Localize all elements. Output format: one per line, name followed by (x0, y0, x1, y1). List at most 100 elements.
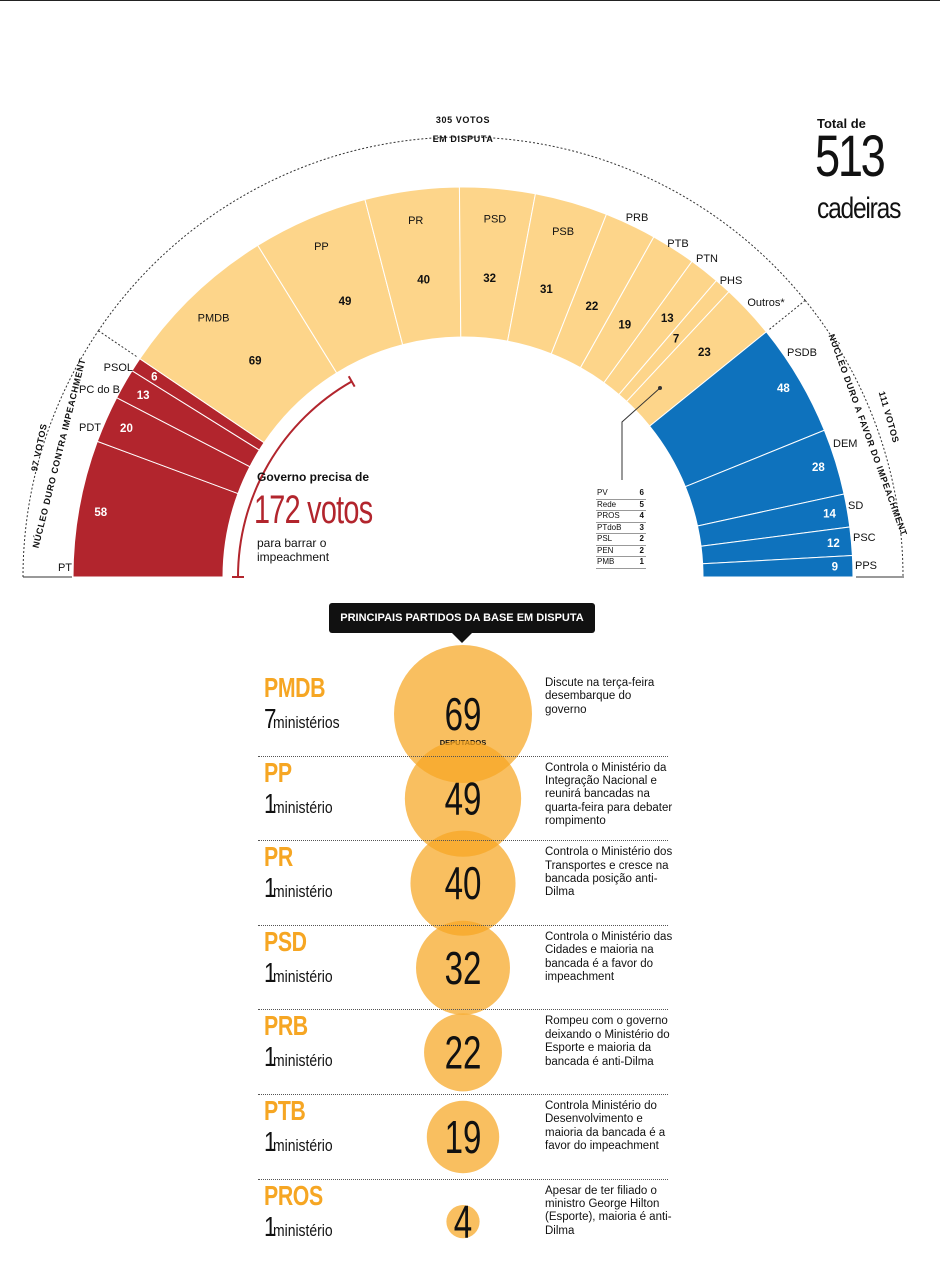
value-pp: 49 (339, 296, 352, 308)
top-rule (0, 0, 940, 1)
bubble-pros (446, 1204, 480, 1239)
ministries-count: 1 (264, 787, 276, 819)
government-label: Governo precisa de (257, 470, 370, 484)
party-description: Controla o Ministério dos Transportes e … (545, 846, 673, 899)
party-name: PROS (264, 1179, 323, 1211)
value-dem: 28 (812, 462, 825, 474)
bubble-pp (404, 740, 522, 857)
ministries-count: 1 (264, 872, 276, 904)
others-table: PV 6 Rede 5 PROS 4 PTdoB 3 PSL 2 PEN 2 PMB 1 (596, 488, 646, 569)
value-pc-do-b: 13 (137, 390, 150, 402)
party-description: Controla Ministério do Desenvolvimento e… (545, 1100, 666, 1153)
others-leader-dot (658, 386, 662, 390)
ministries: 1ministério (264, 1210, 345, 1242)
others-row: PV 6 (596, 488, 646, 500)
party-name: PRB (264, 1010, 308, 1042)
name-pmdb: PMDB (198, 312, 230, 324)
others-value: 2 (634, 533, 646, 546)
party-name: PMDB (264, 672, 326, 703)
threshold-cap-end (347, 375, 356, 388)
ministries: 1ministério (264, 956, 345, 988)
others-party: PSL (596, 533, 635, 546)
segment-pps (702, 554, 854, 578)
party-row: PP 1ministério Controla o Ministério da In… (258, 757, 672, 841)
name-dem: DEM (833, 438, 857, 450)
value-psc: 12 (827, 538, 840, 550)
value-pps: 9 (832, 562, 838, 574)
name-pps: PPS (855, 560, 877, 572)
row-separator (258, 1094, 668, 1095)
threshold-arc (237, 380, 353, 578)
ministries-word: ministério (272, 1051, 333, 1071)
others-row: PEN 2 (596, 545, 646, 557)
others-value: 3 (634, 522, 646, 534)
party-description: Controla o Ministério das Cidades e maio… (545, 930, 673, 984)
others-row: PSL 2 (596, 533, 646, 546)
others-row: Rede 5 (596, 499, 646, 511)
name-pc-do-b: PC do B (79, 384, 120, 396)
value-phs: 7 (673, 333, 679, 345)
name-pt: PT (58, 562, 72, 574)
ministries-word: ministérios (272, 713, 340, 732)
name-pp: PP (314, 241, 329, 253)
value-psb: 31 (540, 284, 553, 296)
bubble-psd (416, 920, 510, 1015)
government-sub: para barrar o impeachment (257, 536, 330, 564)
party-row: PSD 1ministério Controla o Ministério das … (258, 925, 672, 1010)
name-psb: PSB (552, 226, 574, 238)
others-party: PTdoB (596, 522, 635, 534)
bubble-pmdb (394, 645, 532, 783)
ministries-count: 1 (264, 1041, 276, 1073)
others-value: 1 (634, 556, 646, 569)
deputies-prb: 22 (445, 1028, 482, 1078)
disputa-votes-label: 305 VOTOS (436, 115, 490, 125)
name-pdt: PDT (79, 422, 101, 434)
ministries-word: ministério (272, 797, 333, 817)
ministries-word: ministério (272, 1220, 333, 1240)
name-prb: PRB (626, 212, 649, 224)
others-party: PROS (596, 510, 635, 523)
value-pr: 40 (417, 275, 430, 287)
others-row: PMB 1 (596, 556, 646, 569)
value-psdb: 48 (777, 383, 790, 395)
ministries-word: ministério (272, 966, 333, 986)
others-value: 2 (634, 545, 646, 557)
others-leader-line (621, 387, 661, 480)
ministries: 1ministério (264, 787, 345, 819)
ministries-count: 1 (264, 1126, 276, 1157)
deputies-pros: 4 (454, 1197, 472, 1247)
deputies-pr: 40 (445, 859, 482, 909)
party-name: PTB (264, 1095, 306, 1126)
bubble-prb (424, 1013, 502, 1092)
others-value: 4 (634, 510, 646, 523)
others-row: PROS 4 (596, 510, 646, 523)
bubble-pr (410, 830, 516, 936)
ministries-count: 1 (264, 956, 276, 988)
party-row: PMDB 7ministérios Discute na terça-feira d… (258, 672, 668, 756)
others-row: PTdoB 3 (596, 522, 646, 534)
party-description: Discute na terça-feira desembarque do go… (545, 677, 655, 716)
name-psd: PSD (484, 213, 507, 225)
deputies-psd: 32 (445, 944, 482, 994)
ministries: 7ministérios (264, 705, 354, 733)
value-psd: 32 (483, 273, 496, 285)
value-ptn: 13 (661, 313, 674, 325)
government-votes: 172 votos (254, 488, 373, 532)
disputa-label: EM DISPUTA (433, 134, 494, 144)
others-value: 6 (634, 488, 646, 500)
total-unit: cadeiras (817, 192, 901, 225)
name-sd: SD (848, 500, 863, 512)
frame-disputa (97, 136, 806, 332)
bubble-ptb (426, 1100, 500, 1174)
value-pdt: 20 (120, 423, 133, 435)
value-psol: 6 (151, 372, 157, 384)
ministries-count: 1 (264, 1210, 276, 1242)
frame-contra (22, 330, 99, 578)
party-row: PR 1ministério Controla o Ministério dos T… (258, 841, 672, 925)
party-row: PRB 1ministério Rompeu com o governo deixa… (258, 1010, 670, 1094)
value-pt: 58 (94, 507, 107, 519)
row-separator (258, 924, 668, 926)
party-name: PSD (264, 925, 307, 957)
